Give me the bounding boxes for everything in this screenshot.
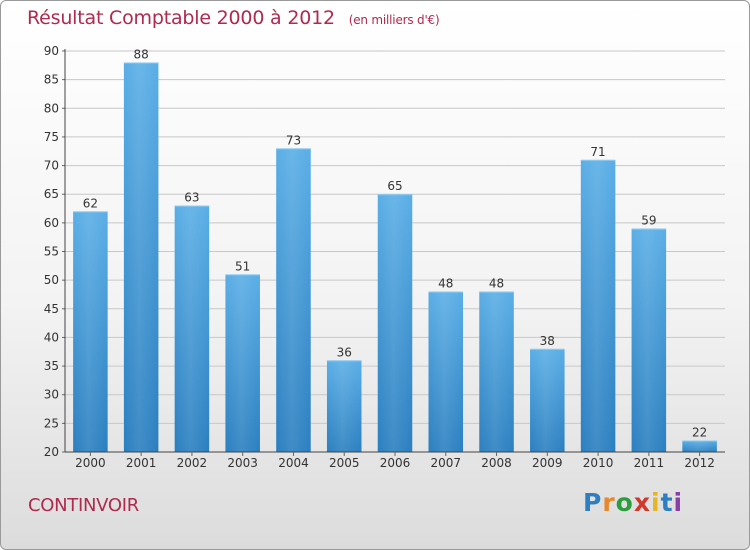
data-label: 73 <box>286 133 301 147</box>
y-tick-label: 70 <box>44 159 59 173</box>
bar-highlight <box>225 274 260 452</box>
y-tick-label: 80 <box>44 101 59 115</box>
bar-highlight <box>530 348 565 452</box>
bar-highlight <box>479 291 514 452</box>
chart-unit: (en milliers d'€) <box>348 13 440 27</box>
x-tick-label: 2000 <box>75 456 106 470</box>
bar-highlight <box>428 291 464 452</box>
data-label: 65 <box>387 179 402 193</box>
y-tick-label: 60 <box>44 216 59 230</box>
data-label: 38 <box>540 334 555 348</box>
bar-highlight <box>377 194 413 452</box>
bar-highlight <box>73 211 108 452</box>
y-tick-label: 55 <box>44 245 59 259</box>
y-tick-label: 75 <box>44 130 59 144</box>
bar-highlight <box>682 440 717 452</box>
chart-title-text: Résultat Comptable 2000 à 2012 <box>27 7 335 29</box>
logo-letter: t <box>660 488 674 517</box>
y-tick-label: 40 <box>44 330 59 344</box>
bar-highlight <box>276 148 311 452</box>
bar-highlight <box>631 228 667 452</box>
x-tick-label: 2006 <box>380 456 411 470</box>
x-tick-label: 2012 <box>684 456 715 470</box>
bar-layer: 62 88 63 51 73 36 65 48 48 38 71 59 22 <box>73 47 717 453</box>
bar-highlight <box>123 62 159 452</box>
data-label: 48 <box>438 277 453 291</box>
data-label: 63 <box>184 191 199 205</box>
x-tick-label: 2007 <box>430 456 461 470</box>
x-tick-label: 2003 <box>227 456 258 470</box>
x-tick-label: 2009 <box>532 456 563 470</box>
x-tick-label: 2008 <box>481 456 512 470</box>
x-tick-label: 2002 <box>177 456 208 470</box>
data-label: 51 <box>235 259 250 273</box>
data-label: 88 <box>134 47 149 61</box>
y-tick-label: 85 <box>44 73 59 87</box>
logo-letter: i <box>651 488 661 517</box>
axis-layer: 20 25 30 35 40 45 50 55 60 65 70 75 80 85 90 2000 2001 20… <box>44 44 725 470</box>
y-tick-label: 30 <box>44 388 59 402</box>
logo-letter: o <box>615 488 634 517</box>
chart-title: Résultat Comptable 2000 à 2012 (en milli… <box>27 7 440 29</box>
logo-letter: P <box>583 488 603 517</box>
x-tick-label: 2004 <box>278 456 309 470</box>
commune-name: CONTINVOIR <box>28 495 139 516</box>
bar-highlight <box>326 360 362 452</box>
bar-highlight <box>580 159 616 453</box>
y-tick-label: 20 <box>44 445 59 459</box>
logo-letter: r <box>602 488 616 517</box>
logo-letter: i <box>673 488 684 517</box>
y-tick-label: 90 <box>44 44 59 58</box>
y-tick-label: 25 <box>44 416 59 430</box>
data-label: 48 <box>489 277 504 291</box>
y-tick-label: 45 <box>44 302 59 316</box>
y-tick-label: 50 <box>44 273 59 287</box>
data-label: 62 <box>83 196 98 210</box>
x-tick-label: 2010 <box>583 456 614 470</box>
data-label: 22 <box>692 426 707 440</box>
x-tick-label: 2005 <box>329 456 360 470</box>
data-label: 71 <box>590 145 605 159</box>
bar-chart: 62 88 63 51 73 36 65 48 48 38 71 59 22 20 25 30 35 40 45 5… <box>44 44 725 470</box>
x-tick-label: 2011 <box>634 456 665 470</box>
x-tick-label: 2001 <box>126 456 157 470</box>
bar-highlight <box>174 205 210 452</box>
y-tick-label: 35 <box>44 359 59 373</box>
logo-letter: x <box>633 488 651 517</box>
data-label: 36 <box>337 345 352 359</box>
data-label: 59 <box>641 214 656 228</box>
proxiti-logo: Proxiti <box>583 488 683 517</box>
y-tick-label: 65 <box>44 187 59 201</box>
